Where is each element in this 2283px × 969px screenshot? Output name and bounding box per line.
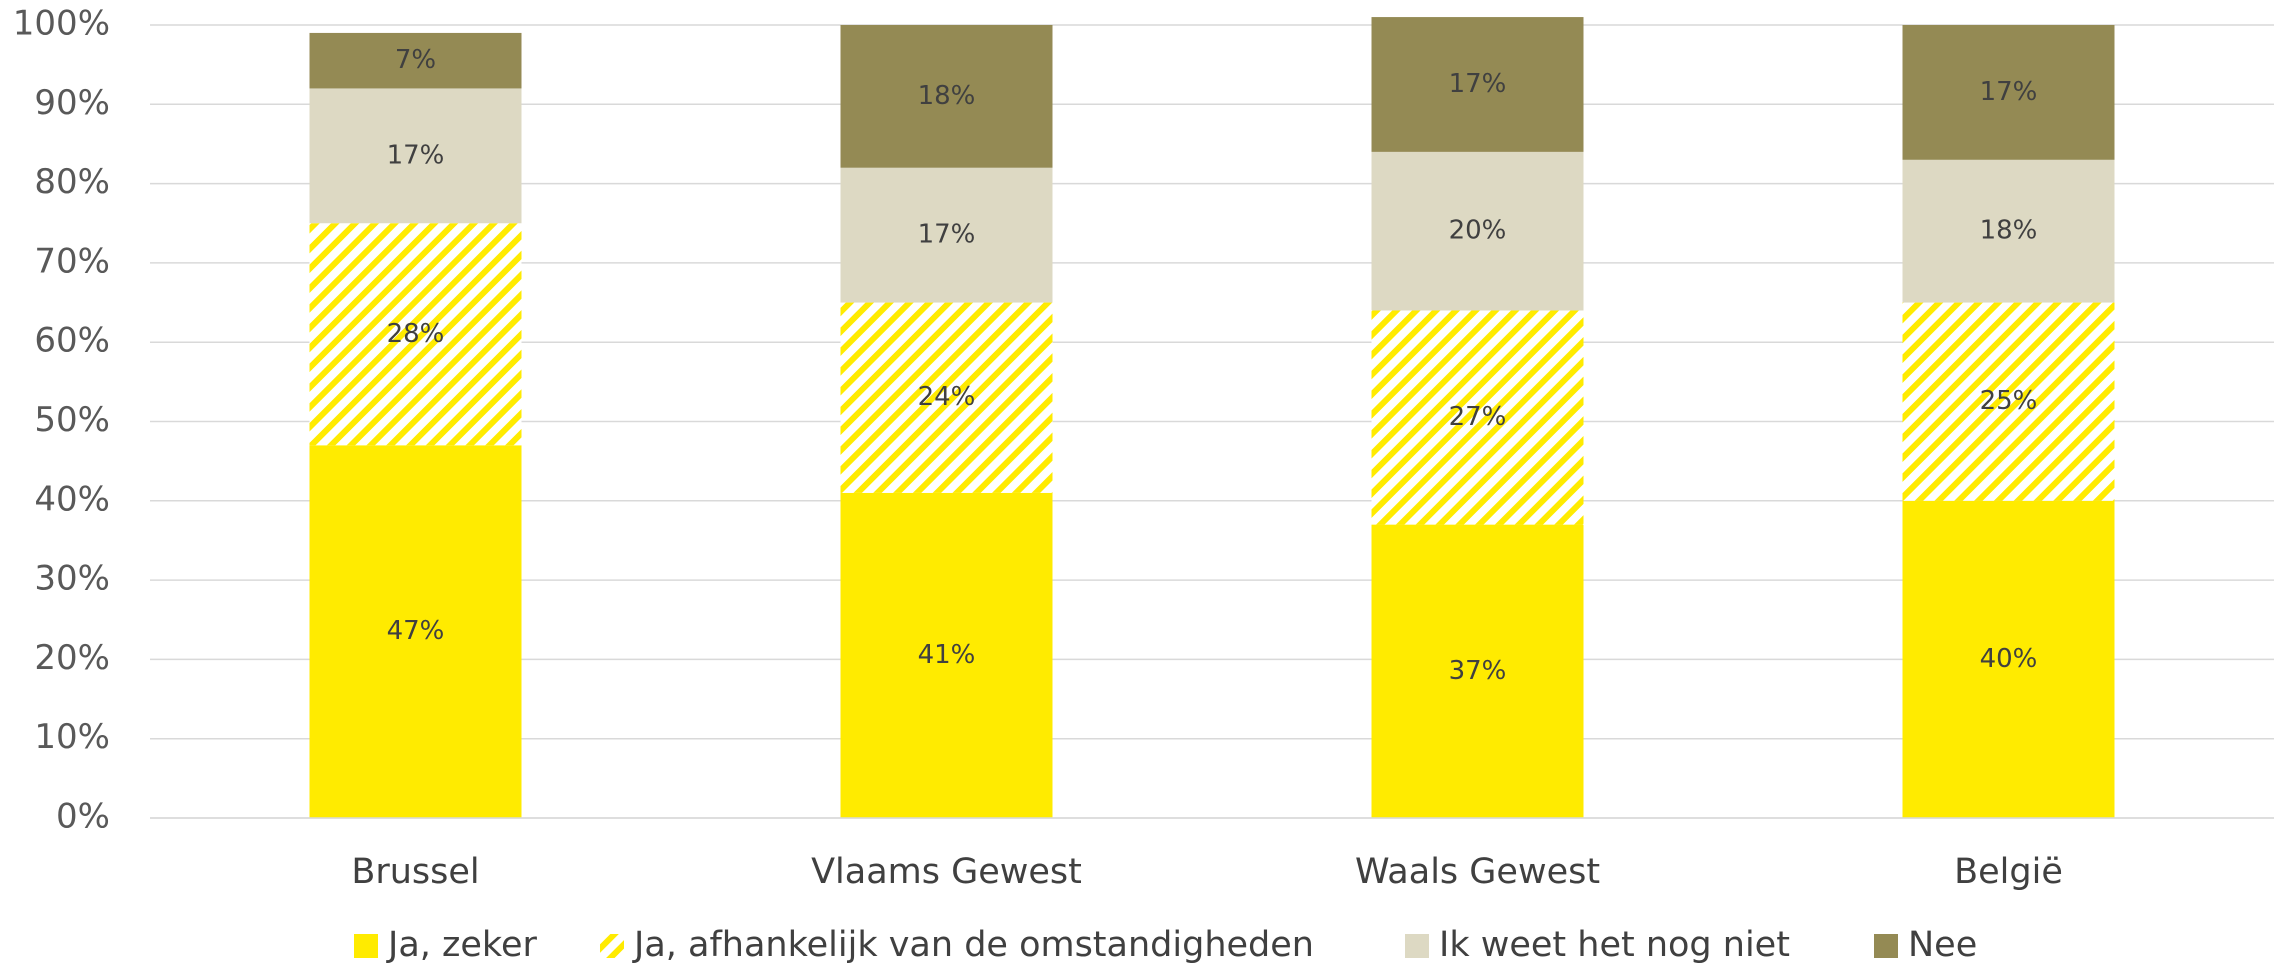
- y-tick-label: 80%: [34, 162, 110, 202]
- legend-label: Ja, afhankelijk van de omstandigheden: [632, 925, 1314, 965]
- data-label: 40%: [1980, 644, 2038, 674]
- bar-segment: [309, 88, 522, 224]
- bar-segment: [1902, 159, 2115, 303]
- bar-segment: [840, 167, 1053, 303]
- bar-segment: [840, 302, 1053, 493]
- y-tick-label: 90%: [34, 83, 110, 123]
- data-label: 20%: [1449, 216, 1507, 246]
- y-tick-label: 60%: [34, 321, 110, 361]
- data-label: 41%: [918, 640, 976, 670]
- bar-segment: [309, 445, 522, 818]
- legend-label: Nee: [1908, 925, 1977, 965]
- data-label: 47%: [387, 616, 445, 646]
- x-tick-label: Waals Gewest: [1355, 852, 1600, 892]
- bar-segment: [1371, 524, 1584, 818]
- bar-segment: [840, 492, 1053, 818]
- x-tick-label: Vlaams Gewest: [811, 852, 1082, 892]
- bar-segment: [1902, 25, 2115, 160]
- data-label: 27%: [1449, 402, 1507, 432]
- legend-swatch: [1405, 934, 1429, 958]
- bar-segment: [309, 32, 522, 89]
- y-tick-label: 10%: [34, 717, 110, 757]
- bar-segment: [840, 25, 1053, 168]
- legend-label: Ja, zeker: [386, 925, 537, 965]
- bar-segment: [1371, 17, 1584, 152]
- y-tick-label: 100%: [13, 4, 110, 44]
- legend-swatch: [354, 934, 378, 958]
- data-label: 18%: [918, 81, 976, 111]
- y-tick-label: 50%: [34, 400, 110, 440]
- y-tick-label: 40%: [34, 479, 110, 519]
- legend-label: Ik weet het nog niet: [1439, 925, 1790, 965]
- y-tick-label: 30%: [34, 559, 110, 599]
- y-tick-label: 20%: [34, 638, 110, 678]
- data-label: 18%: [1980, 216, 2038, 246]
- data-label: 17%: [1449, 69, 1507, 99]
- bar-segment: [1371, 151, 1584, 311]
- y-tick-label: 70%: [34, 241, 110, 281]
- y-tick-label: 0%: [56, 797, 110, 837]
- bar-segment: [1371, 310, 1584, 525]
- legend-swatch: [600, 934, 624, 958]
- data-label: 37%: [1449, 656, 1507, 686]
- data-label: 17%: [1980, 77, 2038, 107]
- bar-segment: [309, 223, 522, 446]
- x-tick-label: België: [1954, 852, 2063, 892]
- data-label: 28%: [387, 319, 445, 349]
- x-tick-label: Brussel: [351, 852, 479, 892]
- legend-swatch: [1874, 934, 1898, 958]
- data-label: 17%: [918, 220, 976, 250]
- data-label: 25%: [1980, 386, 2038, 416]
- bar-segment: [1902, 500, 2115, 818]
- data-label: 17%: [387, 140, 445, 170]
- data-label: 24%: [918, 382, 976, 412]
- bar-segment: [1902, 302, 2115, 501]
- data-label: 7%: [395, 45, 436, 75]
